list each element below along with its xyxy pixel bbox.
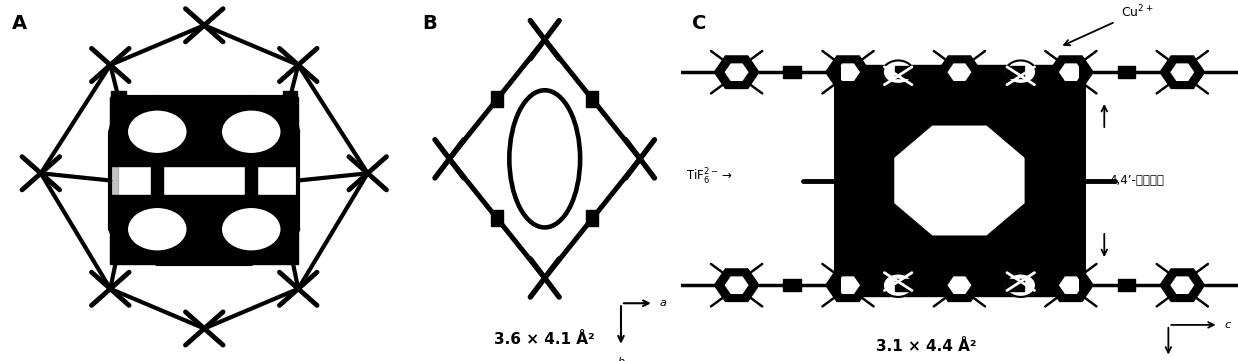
Ellipse shape (126, 206, 188, 252)
Ellipse shape (883, 60, 914, 84)
Polygon shape (1060, 277, 1082, 293)
Bar (204, 195, 298, 264)
Bar (245, 130, 258, 231)
Bar (784, 279, 801, 291)
Text: c: c (1224, 320, 1231, 330)
Text: Cu$^{2+}$: Cu$^{2+}$ (1122, 3, 1154, 20)
Polygon shape (1060, 64, 1082, 81)
Ellipse shape (1005, 274, 1036, 297)
Polygon shape (1171, 64, 1193, 81)
Bar (110, 195, 204, 264)
Ellipse shape (883, 274, 914, 297)
Text: a: a (659, 298, 666, 308)
Text: TiF$_6^{2-}$$\rightarrow$: TiF$_6^{2-}$$\rightarrow$ (687, 167, 733, 187)
Bar (155, 224, 254, 235)
Bar (587, 91, 598, 107)
Polygon shape (1049, 56, 1093, 88)
Ellipse shape (220, 206, 282, 252)
Bar (895, 66, 912, 78)
Polygon shape (937, 56, 982, 88)
Polygon shape (826, 269, 870, 301)
Text: A: A (12, 14, 27, 34)
Text: C: C (692, 14, 707, 34)
Bar (110, 97, 204, 166)
Polygon shape (714, 269, 759, 301)
Polygon shape (948, 64, 971, 81)
Text: 3.1 × 4.4 Å²: 3.1 × 4.4 Å² (875, 339, 977, 354)
Polygon shape (1160, 56, 1205, 88)
Polygon shape (110, 97, 119, 249)
Text: B: B (422, 14, 437, 34)
Bar (204, 97, 298, 166)
Bar (587, 210, 598, 226)
Bar (155, 126, 254, 137)
Bar (282, 91, 297, 104)
Bar (111, 91, 126, 104)
Polygon shape (725, 277, 748, 293)
Polygon shape (893, 124, 1026, 237)
Polygon shape (837, 64, 859, 81)
Bar (1118, 279, 1135, 291)
Ellipse shape (1005, 60, 1036, 84)
Bar (491, 91, 503, 107)
Bar (1006, 279, 1024, 291)
Bar (151, 130, 163, 231)
Polygon shape (1171, 277, 1193, 293)
Text: 3.6 × 4.1 Å²: 3.6 × 4.1 Å² (494, 331, 595, 347)
Text: 4,4’-二吨喵磚: 4,4’-二吨喵磚 (1110, 174, 1165, 187)
Bar (1006, 66, 1024, 78)
Polygon shape (826, 56, 870, 88)
Polygon shape (948, 277, 971, 293)
Bar (282, 243, 297, 256)
Bar (111, 243, 126, 256)
Polygon shape (110, 195, 119, 264)
Bar (837, 87, 1082, 108)
Polygon shape (714, 56, 759, 88)
Polygon shape (1049, 269, 1093, 301)
Bar (837, 65, 1082, 296)
Ellipse shape (126, 109, 188, 155)
Polygon shape (837, 277, 859, 293)
Ellipse shape (220, 109, 282, 155)
Bar (895, 279, 912, 291)
Polygon shape (937, 269, 982, 301)
Bar (1118, 66, 1135, 78)
Bar (784, 66, 801, 78)
Bar (491, 210, 503, 226)
Text: b: b (618, 357, 624, 361)
Polygon shape (725, 64, 748, 81)
Bar (90, 87, 318, 260)
Polygon shape (1160, 269, 1205, 301)
Polygon shape (110, 97, 119, 166)
